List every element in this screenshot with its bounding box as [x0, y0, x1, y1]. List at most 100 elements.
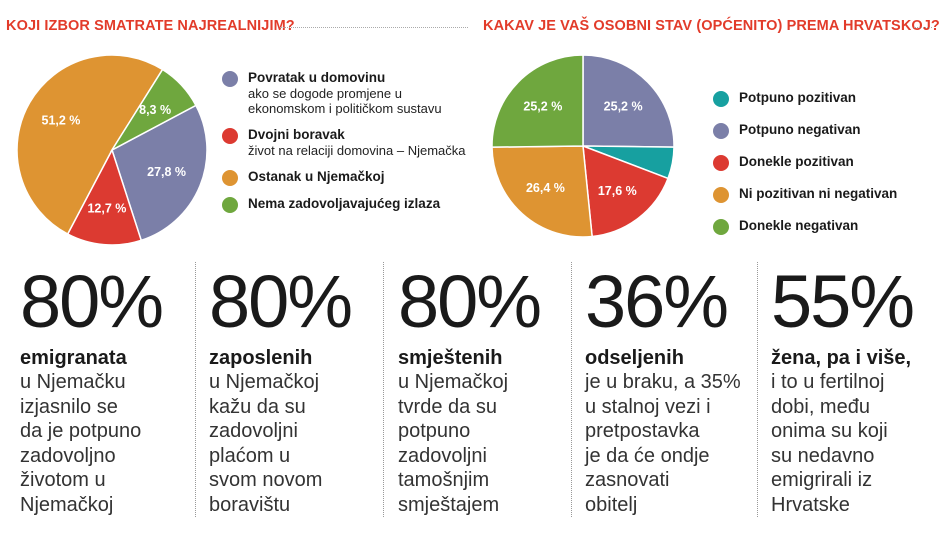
stat-text-line: onima su koji — [771, 420, 888, 442]
legend-label: Donekle negativan — [739, 218, 859, 233]
legend-label: Potpuno negativan — [739, 122, 861, 137]
legend-description: život na relaciji domovina – Njemačka — [248, 143, 466, 158]
stat-text-line: je da će ondje — [585, 444, 710, 467]
stat-value: 80% — [398, 260, 542, 343]
pie-slice-2 — [16, 54, 164, 236]
legend-swatch — [713, 187, 729, 203]
pie-slice-3 — [109, 68, 197, 152]
legend-item: Potpuno pozitivan — [713, 90, 933, 107]
title-rule — [280, 27, 468, 29]
pie-slice-label: 25,2 % — [604, 99, 643, 113]
stat-text-line: smještajem — [398, 493, 500, 516]
stat-text-line: plaćom u — [209, 444, 291, 467]
stats-row: 80% emigranata u Njemačku izjasnilo se da je… — [0, 262, 940, 533]
legend-swatch — [713, 155, 729, 171]
stat-text-line: zadovoljni — [398, 444, 487, 467]
legend-swatch — [222, 71, 238, 87]
pie-slice-2 — [582, 144, 669, 238]
stat-text-line: Hrvatske — [771, 493, 850, 516]
stat-text-line: pretpostavka — [585, 420, 700, 442]
stat-value: 55% — [771, 260, 915, 343]
legend-choice: Povratak u domovinu ako se dogode promjen… — [222, 70, 472, 223]
stat-column: 36% odseljenih je u braku, a 35% u stalnoj … — [585, 262, 741, 533]
stat-text-line: dobi, među — [771, 395, 870, 418]
pie-slice-label: 51,2 % — [42, 114, 81, 128]
legend-item: Potpuno negativan — [713, 122, 933, 139]
legend-label: Ostanak u Njemačkoj — [248, 169, 385, 184]
title-rule — [914, 27, 932, 29]
legend-label: Povratak u domovinu — [248, 70, 386, 85]
legend-item: Donekle pozitivan — [713, 154, 933, 171]
stat-text-line: izjasnilo se — [20, 395, 118, 418]
pie-slice-1 — [66, 148, 143, 246]
stat-text-line: je u braku, a 35% — [585, 371, 741, 393]
stat-text-line: tvrde da su — [398, 395, 497, 418]
stat-text-line: da je potpuno — [20, 420, 142, 442]
pie-slice-label: 8,3 % — [139, 103, 171, 117]
stat-text-line: zadovoljni — [209, 420, 298, 442]
stat-text-line: su nedavno — [771, 444, 875, 467]
legend-item: Nema zadovoljavajućeg izlaza — [222, 196, 472, 213]
legend-item: Ostanak u Njemačkoj — [222, 169, 472, 186]
stat-value: 80% — [20, 260, 164, 343]
stat-text-line: zadovoljno — [20, 444, 116, 467]
stat-lead: zaposlenih — [209, 347, 313, 369]
pie-slice-0 — [111, 104, 208, 242]
legend-attitude: Potpuno pozitivan Potpuno negativan Donekl… — [713, 90, 933, 250]
stat-column: 80% emigranata u Njemačku izjasnilo se da je… — [20, 260, 164, 533]
pie-slice-label: 26,4 % — [526, 181, 565, 195]
stat-text-line: u stalnoj vezi i — [585, 395, 711, 418]
legend-item: Dvojni boravak život na relaciji domovina… — [222, 127, 472, 158]
stat-text-line: u Njemačkoj — [398, 371, 509, 393]
stat-value: 80% — [209, 260, 353, 343]
stat-text-line: zasnovati — [585, 469, 670, 491]
legend-swatch — [713, 123, 729, 139]
legend-swatch — [222, 197, 238, 213]
legend-label: Ni pozitivan ni negativan — [739, 186, 898, 201]
legend-label: Nema zadovoljavajućeg izlaza — [248, 196, 441, 211]
stat-lead: odseljenih — [585, 347, 684, 369]
stat-column: 55% žena, pa i više, i to u fertilnoj dobi,… — [771, 260, 915, 533]
pie-slice-0 — [582, 54, 675, 148]
pie-slice-label: 25,2 % — [523, 99, 562, 113]
stat-lead: smještenih — [398, 347, 503, 369]
legend-item: Povratak u domovinu ako se dogode promjen… — [222, 70, 472, 116]
legend-swatch — [713, 219, 729, 235]
stat-text-line: potpuno — [398, 420, 471, 442]
pie-chart-attitude: 25,2 % 17,6 % 26,4 % 25,2 % — [491, 54, 675, 238]
stat-text-line: i to u fertilnoj — [771, 371, 885, 393]
legend-swatch — [222, 170, 238, 186]
legend-label: Dvojni boravak — [248, 127, 345, 142]
pie-slice-label: 17,6 % — [598, 184, 637, 198]
stat-text-line: obitelj — [585, 493, 638, 516]
pie-chart-choice: 27,8 % 12,7 % 51,2 % 8,3 % — [16, 54, 208, 246]
chart-title-choice: KOJI IZBOR SMATRATE NAJREALNIJIM? — [6, 18, 295, 34]
stat-column: 80% zaposlenih u Njemačkoj kažu da su zadovo… — [209, 260, 353, 533]
stat-lead: žena, pa i više, — [771, 347, 912, 369]
column-divider — [571, 262, 572, 517]
pie-slice-label: 12,7 % — [87, 202, 126, 216]
stat-column: 80% smještenih u Njemačkoj tvrde da su potpu… — [398, 260, 542, 533]
column-divider — [383, 262, 384, 517]
column-divider — [757, 262, 758, 517]
column-divider — [195, 262, 196, 517]
stat-text-line: u Njemačku — [20, 371, 126, 393]
stat-text-line: kažu da su — [209, 395, 306, 418]
pie-slice-3 — [491, 145, 593, 238]
stat-text-line: životom u — [20, 469, 106, 491]
stat-text-line: svom novom — [209, 469, 323, 491]
stat-value: 36% — [585, 260, 729, 343]
legend-item: Donekle negativan — [713, 218, 933, 235]
pie-slice-4 — [491, 54, 584, 148]
chart-title-attitude: KAKAV JE VAŠ OSOBNI STAV (OPĆENITO) PREM… — [483, 18, 940, 34]
stat-text-line: boravištu — [209, 493, 291, 516]
legend-swatch — [713, 91, 729, 107]
legend-description: ako se dogode promjene u ekonomskom i po… — [248, 86, 442, 116]
stat-text-line: Njemačkoj — [20, 493, 114, 516]
pie-slice-label: 27,8 % — [147, 165, 186, 179]
legend-label: Potpuno pozitivan — [739, 90, 856, 105]
stat-text-line: emigrirali iz — [771, 469, 873, 491]
legend-label: Donekle pozitivan — [739, 154, 854, 169]
legend-item: Ni pozitivan ni negativan — [713, 186, 933, 203]
stat-text-line: u Njemačkoj — [209, 371, 320, 393]
